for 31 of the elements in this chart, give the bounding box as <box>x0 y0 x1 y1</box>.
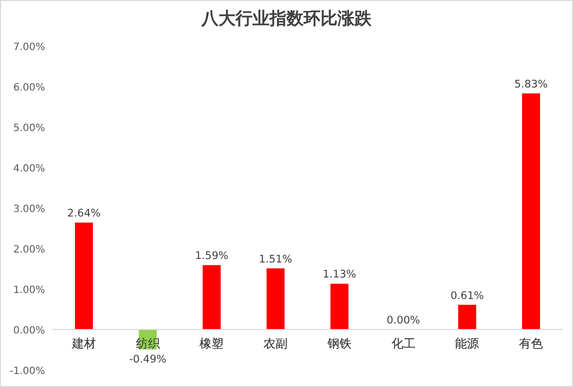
y-tick-label: -1.00% <box>10 366 45 377</box>
bar <box>330 284 348 330</box>
data-label: 5.83% <box>514 78 548 90</box>
data-label: -0.49% <box>129 353 166 366</box>
y-tick-label: 7.00% <box>13 42 45 53</box>
chart-title: 八大行业指数环比涨跌 <box>200 9 372 29</box>
x-tick-label: 化工 <box>391 336 416 350</box>
data-label: 1.13% <box>322 268 356 281</box>
x-tick-label: 建材 <box>70 336 96 350</box>
y-tick-label: 2.00% <box>13 244 45 256</box>
x-tick-label: 橡塑 <box>200 336 224 350</box>
y-tick-label: 3.00% <box>13 204 45 215</box>
x-tick-label: 农副 <box>264 336 288 350</box>
bar <box>458 304 476 330</box>
y-tick-label: 5.00% <box>13 123 45 134</box>
bar <box>74 222 93 330</box>
data-label: 0.00% <box>386 314 420 326</box>
y-tick-label: 1.00% <box>13 285 45 296</box>
bar <box>266 268 285 330</box>
x-tick-label: 能源 <box>455 336 480 350</box>
data-label: 1.51% <box>258 253 292 266</box>
y-tick-label: 4.00% <box>13 164 45 174</box>
data-label: 2.64% <box>67 208 101 220</box>
data-label: 1.59% <box>195 250 228 262</box>
x-tick-label: 有色 <box>519 336 544 350</box>
bar <box>202 265 221 330</box>
x-tick-label: 钢铁 <box>326 336 352 350</box>
bar <box>522 93 540 330</box>
data-label: 0.61% <box>450 290 484 302</box>
y-tick-label: 0.00% <box>13 326 45 336</box>
y-tick-label: 6.00% <box>13 82 45 94</box>
